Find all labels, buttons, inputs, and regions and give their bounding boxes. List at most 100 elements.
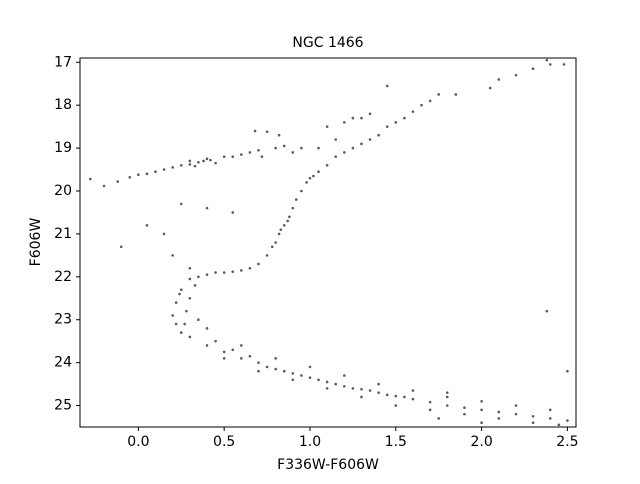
- star-point: [183, 322, 186, 326]
- y-tick-label: 19: [54, 140, 72, 156]
- star-point: [209, 158, 212, 162]
- star-point: [562, 63, 566, 66]
- star-point: [548, 417, 552, 420]
- star-point: [188, 277, 192, 281]
- star-point: [178, 292, 181, 296]
- star-point: [300, 374, 303, 377]
- star-point: [188, 163, 192, 166]
- star-point: [205, 327, 209, 330]
- star-point: [265, 365, 269, 369]
- star-point: [260, 155, 264, 158]
- star-point: [394, 394, 398, 398]
- star-point: [205, 344, 209, 347]
- star-point: [403, 116, 406, 120]
- star-point: [274, 241, 277, 244]
- star-point: [428, 408, 432, 412]
- star-point: [197, 160, 200, 164]
- star-point: [291, 378, 295, 382]
- star-point: [463, 406, 466, 409]
- star-point: [377, 391, 380, 394]
- star-point: [325, 387, 329, 390]
- star-point: [305, 181, 308, 184]
- star-point: [497, 417, 501, 420]
- star-point: [514, 404, 518, 407]
- star-point: [179, 288, 183, 291]
- x-tick-label: 2.0: [470, 434, 492, 450]
- star-point: [288, 215, 291, 219]
- star-point: [312, 174, 315, 178]
- star-point: [377, 133, 380, 137]
- star-point: [214, 339, 217, 343]
- star-point: [343, 374, 346, 377]
- star-point: [174, 301, 178, 304]
- y-tick-label: 22: [54, 269, 72, 285]
- star-point: [145, 172, 149, 176]
- star-point: [334, 382, 338, 386]
- star-point: [253, 129, 257, 133]
- star-point: [185, 309, 188, 313]
- star-point: [193, 284, 197, 287]
- star-point: [317, 146, 320, 150]
- star-point: [205, 206, 209, 210]
- star-point: [360, 395, 363, 399]
- star-point: [174, 322, 178, 326]
- star-point: [222, 271, 226, 274]
- star-point: [274, 367, 277, 371]
- star-point: [274, 357, 277, 360]
- star-point: [231, 155, 235, 158]
- star-point: [557, 423, 561, 427]
- star-point: [360, 116, 363, 120]
- star-point: [282, 144, 286, 148]
- star-point: [222, 357, 226, 360]
- star-point: [277, 133, 281, 137]
- star-point: [403, 395, 406, 399]
- star-point: [116, 180, 120, 183]
- star-point: [351, 116, 355, 120]
- star-point: [437, 93, 440, 96]
- star-point: [394, 121, 398, 124]
- star-point: [548, 408, 552, 412]
- y-tick-label: 21: [54, 226, 72, 242]
- star-point: [291, 372, 295, 375]
- star-point: [257, 262, 260, 266]
- star-point: [205, 273, 209, 276]
- star-point: [488, 86, 492, 90]
- star-point: [274, 146, 277, 150]
- star-point: [368, 112, 372, 116]
- star-point: [480, 421, 483, 425]
- star-point: [197, 275, 200, 279]
- star-point: [102, 184, 106, 188]
- star-point: [325, 125, 329, 128]
- star-point: [188, 266, 192, 270]
- star-point: [308, 176, 312, 180]
- star-point: [240, 357, 243, 360]
- star-point: [257, 361, 260, 364]
- star-point: [286, 219, 289, 223]
- star-point: [463, 412, 466, 416]
- star-point: [291, 206, 295, 210]
- star-point: [377, 382, 380, 386]
- star-point: [179, 331, 183, 334]
- star-point: [162, 232, 166, 236]
- star-point: [385, 84, 389, 88]
- star-point: [334, 138, 338, 141]
- star-point: [222, 350, 226, 354]
- star-point: [531, 67, 535, 71]
- star-point: [171, 254, 174, 257]
- star-point: [497, 410, 501, 414]
- star-point: [193, 164, 197, 168]
- star-point: [119, 245, 123, 249]
- x-tick-label: 0.0: [127, 434, 149, 450]
- x-axis-label: F336W-F606W: [277, 457, 379, 473]
- chart-title: NGC 1466: [292, 35, 363, 51]
- star-point: [566, 419, 569, 422]
- star-point: [360, 142, 363, 146]
- star-point: [445, 404, 449, 407]
- star-point: [411, 110, 415, 113]
- star-point: [240, 269, 243, 272]
- star-point: [162, 168, 166, 171]
- star-point: [257, 369, 260, 373]
- star-point: [385, 125, 389, 128]
- plot-frame: [79, 57, 577, 428]
